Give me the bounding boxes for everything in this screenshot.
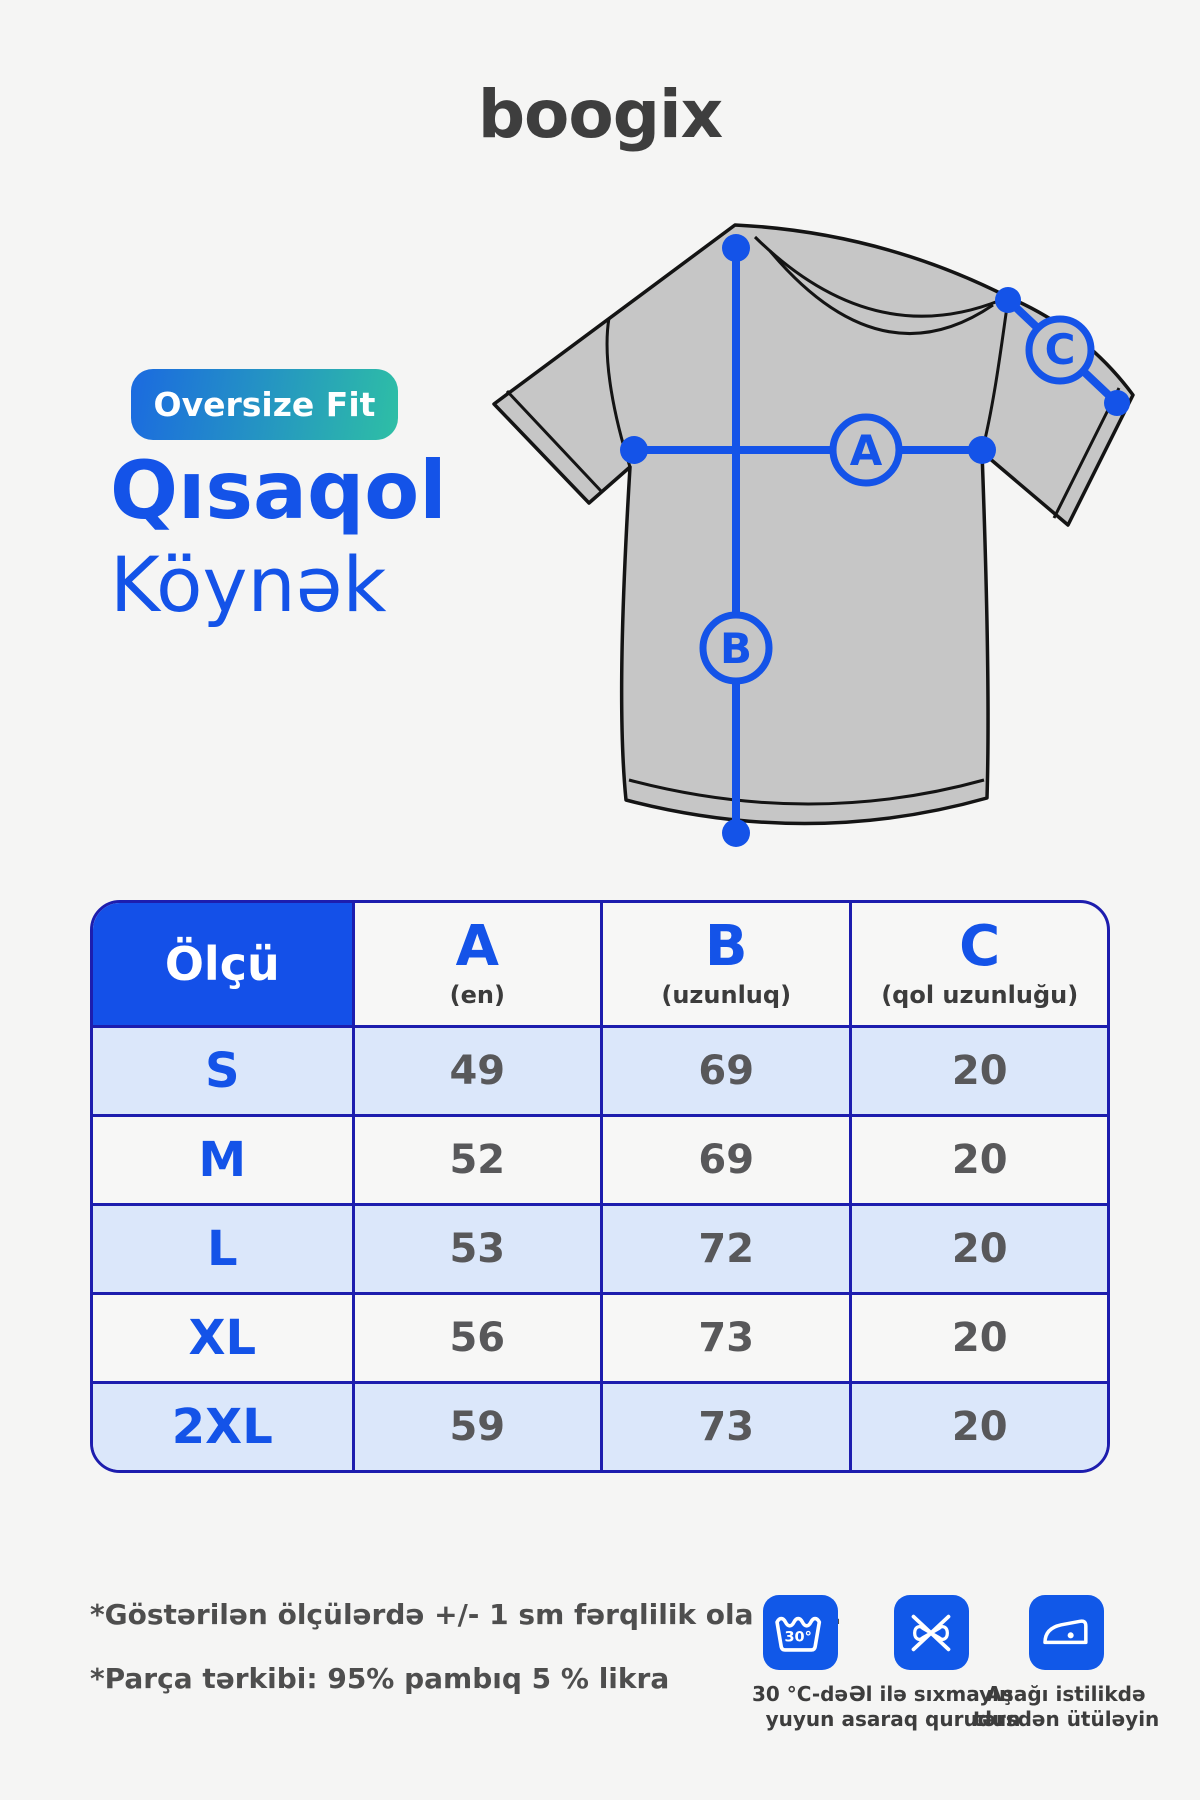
product-title-line1: Qısaqol	[110, 444, 447, 537]
measurement-letters: A B C	[720, 325, 1075, 673]
table-header-b: B (uzunluq)	[599, 903, 849, 1025]
care-label-no-wring: Əl ilə sıxmayın asaraq qurudun	[841, 1682, 1021, 1731]
table-row-2xl-a: 59	[351, 1381, 600, 1470]
table-header-a: A (en)	[351, 903, 600, 1025]
brand-logo: boogix	[477, 76, 723, 153]
wash-temp-text: 30°	[784, 1629, 811, 1645]
table-row-l-size: L	[93, 1203, 352, 1292]
marker-c-label: C	[1045, 325, 1076, 374]
table-row-xl-size: XL	[93, 1292, 352, 1381]
table-row-m-c: 20	[849, 1114, 1107, 1203]
fabric-note: *Parça tərkibi: 95% pambıq 5 % likra	[90, 1662, 670, 1695]
size-table: Ölçü A (en) B (uzunluq) C (qol uzunluğu)…	[90, 900, 1110, 1473]
iron-low-icon	[1028, 1595, 1104, 1670]
header-letter-c: C	[959, 914, 1001, 979]
header-sub-a: (en)	[449, 981, 505, 1009]
marker-b-label: B	[720, 624, 752, 673]
table-row-xl-a: 56	[351, 1292, 600, 1381]
table-row-m-b: 69	[599, 1114, 850, 1203]
table-row-s-b: 69	[599, 1025, 850, 1114]
header-sub-b: (uzunluq)	[661, 981, 792, 1009]
table-header-c: C (qol uzunluğu)	[849, 903, 1107, 1025]
wash-30-icon: 30°	[762, 1595, 838, 1670]
table-row-l-b: 72	[599, 1203, 850, 1292]
table-row-s-size: S	[93, 1025, 352, 1114]
table-row-xl-c: 20	[849, 1292, 1107, 1381]
no-wring-icon	[893, 1595, 969, 1670]
table-row-s-c: 20	[849, 1025, 1107, 1114]
table-row-m-size: M	[93, 1114, 352, 1203]
table-row-l-c: 20	[849, 1203, 1107, 1292]
product-title-line2: Köynək	[110, 540, 387, 629]
fit-badge: Oversize Fit	[131, 369, 398, 440]
header-letter-b: B	[704, 914, 748, 979]
care-label-iron: Aşağı istilikdə tərsdən ütüləyin	[972, 1682, 1160, 1731]
table-row-xl-b: 73	[599, 1292, 850, 1381]
fit-badge-label: Oversize Fit	[153, 385, 376, 424]
table-header-size: Ölçü	[93, 903, 352, 1025]
tolerance-note: *Göstərilən ölçülərdə +/- 1 sm fərqlilik…	[90, 1598, 842, 1631]
table-row-s-a: 49	[351, 1025, 600, 1114]
measurement-circles	[699, 315, 1095, 685]
care-item-wash: 30° 30 °C-də yuyun	[700, 1595, 900, 1732]
header-letter-a: A	[455, 914, 499, 979]
table-row-2xl-size: 2XL	[93, 1381, 352, 1470]
table-row-2xl-c: 20	[849, 1381, 1107, 1470]
care-item-iron: Aşağı istilikdə tərsdən ütüləyin	[966, 1595, 1166, 1732]
table-row-2xl-b: 73	[599, 1381, 850, 1470]
header-sub-c: (qol uzunluğu)	[881, 981, 1079, 1009]
table-row-l-a: 53	[351, 1203, 600, 1292]
table-row-m-a: 52	[351, 1114, 600, 1203]
tshirt-outline	[492, 223, 1135, 826]
care-label-wash: 30 °C-də yuyun	[751, 1682, 849, 1731]
measurement-dots	[620, 234, 1130, 847]
marker-a-label: A	[850, 426, 883, 475]
care-item-no-wring: Əl ilə sıxmayın asaraq qurudun	[831, 1595, 1031, 1732]
tshirt-measurement-diagram: A B C	[492, 223, 1135, 847]
